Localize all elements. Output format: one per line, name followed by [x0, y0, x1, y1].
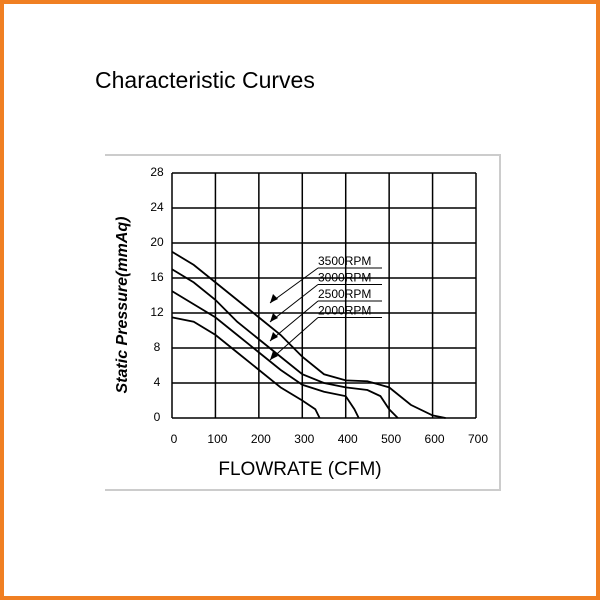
x-tick-label: 600: [425, 432, 445, 446]
curve: [171, 316, 321, 419]
label-arrow: [269, 317, 319, 361]
page-title: Characteristic Curves: [95, 67, 315, 93]
x-tick-label: 200: [251, 432, 271, 446]
arrow-head: [270, 313, 278, 322]
y-tick-label: 8: [154, 340, 161, 354]
curve: [171, 250, 446, 419]
label-arrow: [269, 284, 319, 323]
y-tick-label: 12: [150, 305, 164, 319]
y-tick-label: 24: [150, 200, 164, 214]
x-tick-label: 400: [338, 432, 358, 446]
image-border: [105, 154, 501, 491]
label-arrow: [269, 267, 319, 304]
arrow-head: [270, 294, 278, 303]
y-axis-label: Static Pressure(mmAq): [114, 217, 131, 394]
curve-label: 2000RPM: [318, 304, 371, 318]
curve: [171, 290, 360, 419]
x-tick-label: 100: [207, 432, 227, 446]
arrow-head: [270, 332, 278, 341]
y-tick-label: 16: [150, 270, 164, 284]
y-tick-label: 20: [150, 235, 164, 249]
curve-label: 2500RPM: [318, 287, 371, 301]
x-tick-label: 500: [381, 432, 401, 446]
label-arrow: [269, 300, 319, 342]
x-tick-label: 700: [468, 432, 488, 446]
curve-label: 3000RPM: [318, 271, 371, 285]
curve-label: 3500RPM: [318, 254, 371, 268]
arrow-head: [270, 351, 278, 360]
y-tick-label: 28: [150, 165, 164, 179]
x-tick-label: 300: [294, 432, 314, 446]
curve: [171, 268, 399, 419]
x-tick-label: 0: [171, 432, 178, 446]
y-tick-label: 4: [154, 375, 161, 389]
y-tick-label: 0: [154, 410, 161, 424]
x-axis-label: FLOWRATE (CFM): [218, 459, 381, 480]
